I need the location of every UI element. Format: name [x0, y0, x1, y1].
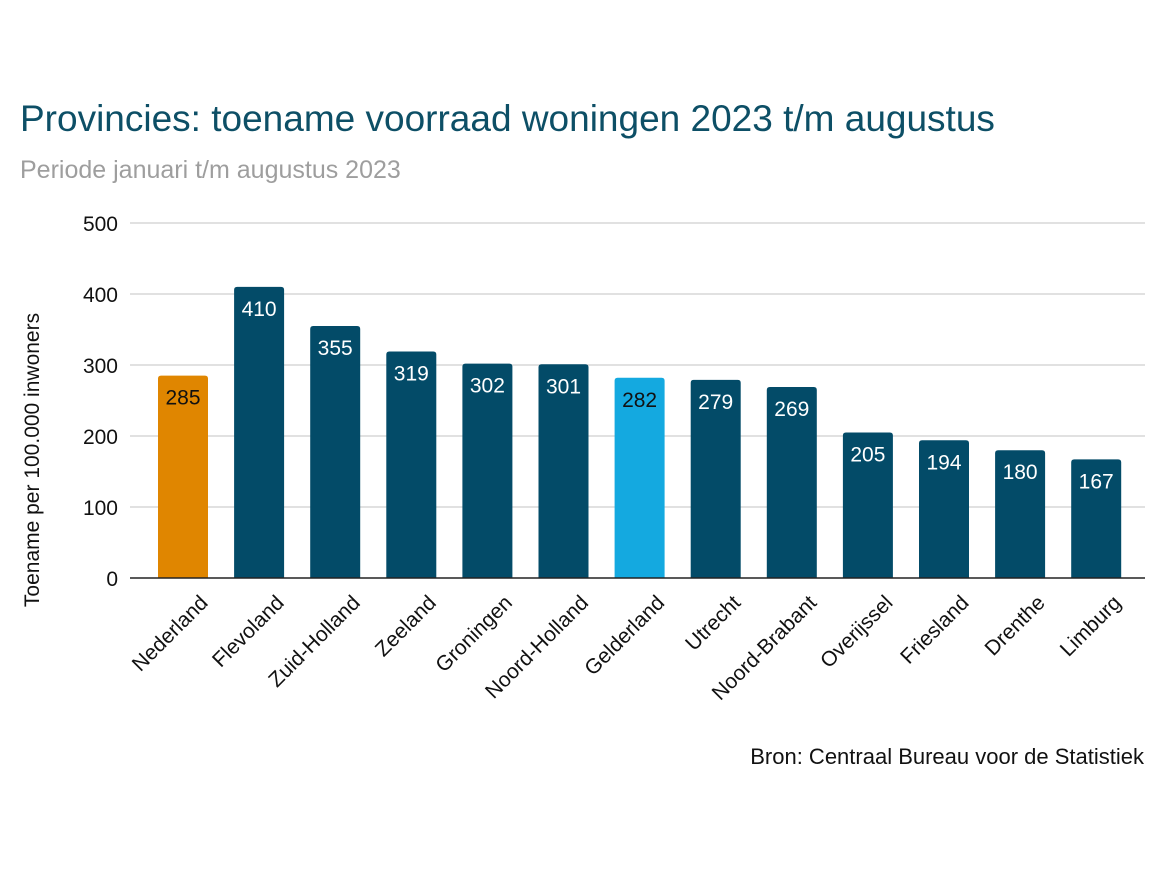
bar-nederland: [158, 375, 208, 578]
data-label: 301: [546, 375, 581, 398]
value-labels: 285 410 355 319 302 301 282 279 269 205 194 180 167: [165, 298, 1113, 494]
bar-noord-holland: [538, 364, 589, 578]
bar-groningen: [462, 363, 513, 578]
bar-drenthe: [995, 450, 1046, 578]
y-tick-label: 500: [83, 213, 118, 236]
data-label: 285: [165, 387, 200, 410]
data-label: 205: [850, 443, 885, 466]
y-tick-label: 100: [83, 497, 118, 520]
data-label: 282: [622, 389, 657, 412]
bar-gelderland: [614, 377, 665, 578]
x-tick-label: Nederland: [128, 591, 213, 676]
chart-subtitle: Periode januari t/m augustus 2023: [20, 156, 401, 184]
x-tick-label: Utrecht: [681, 591, 745, 655]
x-tick-label: Friesland: [896, 591, 973, 668]
data-label: 319: [394, 363, 429, 386]
x-tick-label: Drenthe: [981, 591, 1050, 660]
chart-title: Provincies: toename voorraad woningen 20…: [20, 98, 995, 139]
x-tick-label: Gelderland: [580, 591, 669, 680]
bar-utrecht: [690, 379, 741, 578]
data-label: 302: [470, 375, 505, 398]
y-axis-label: Toename per 100.000 inwoners: [21, 313, 44, 607]
bar-zuid-holland: [310, 325, 361, 578]
bar-flevoland: [234, 286, 285, 578]
x-tick-label: Limburg: [1056, 591, 1126, 661]
data-label: 180: [1003, 461, 1038, 484]
data-label: 167: [1079, 470, 1114, 493]
x-tick-label: Flevoland: [208, 591, 289, 672]
y-tick-label: 200: [83, 426, 118, 449]
data-label: 194: [926, 451, 961, 474]
data-label: 269: [774, 398, 809, 421]
bar-zeeland: [386, 351, 437, 578]
data-label: 355: [318, 337, 353, 360]
bar-overijssel: [842, 432, 893, 578]
bar-noord-brabant: [766, 387, 817, 578]
source-note: Bron: Centraal Bureau voor de Statistiek: [750, 744, 1144, 769]
x-tick-label: Zeeland: [371, 591, 441, 661]
y-tick-label: 400: [83, 284, 118, 307]
bar-friesland: [919, 440, 969, 578]
data-label: 410: [242, 298, 277, 321]
y-tick-label: 300: [83, 355, 118, 378]
data-label: 279: [698, 391, 733, 414]
bars: [158, 286, 1122, 578]
x-tick-label: Overijssel: [816, 591, 897, 672]
y-tick-label: 0: [106, 568, 118, 591]
y-axis-ticks: 0 100 200 300 400 500: [83, 213, 118, 591]
bar-limburg: [1071, 459, 1122, 578]
